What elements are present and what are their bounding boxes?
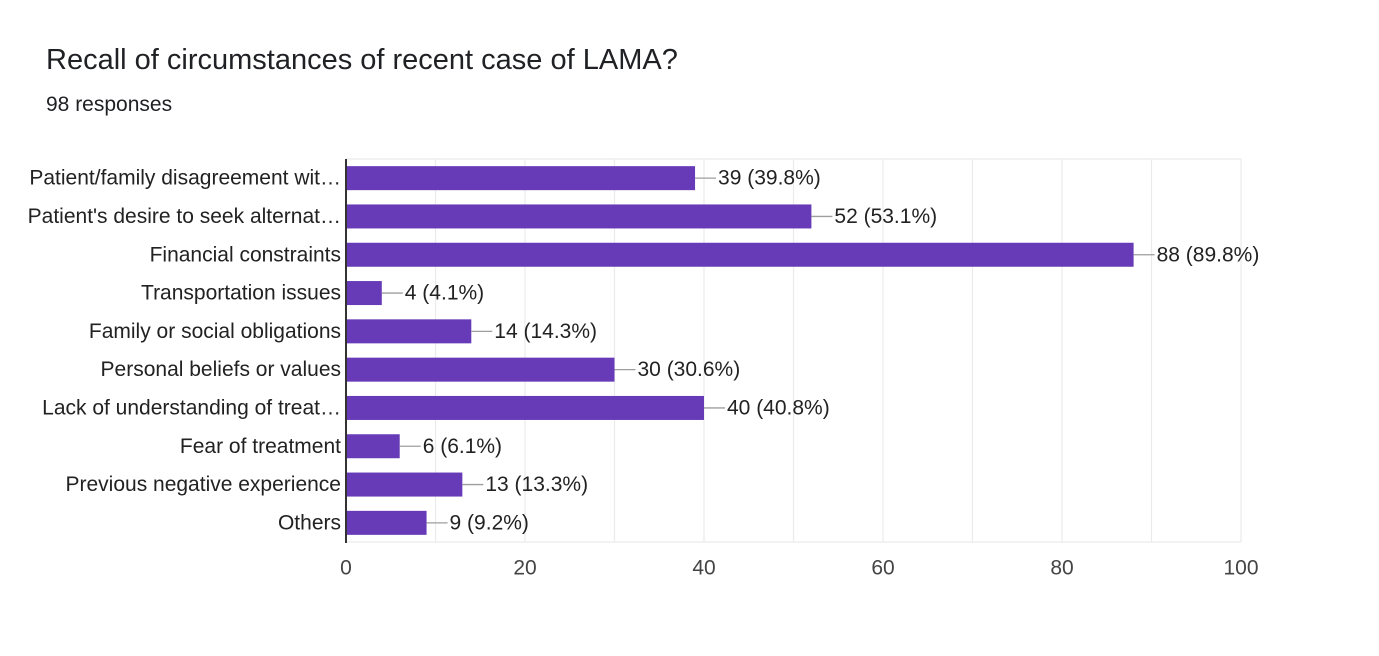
data-label: 9 (9.2%) bbox=[450, 511, 529, 534]
bar bbox=[346, 204, 812, 229]
data-label: 4 (4.1%) bbox=[405, 282, 484, 305]
data-label: 88 (89.8%) bbox=[1157, 243, 1260, 266]
data-label: 14 (14.3%) bbox=[494, 320, 597, 343]
bars bbox=[346, 166, 1134, 535]
category-label: Financial constraints bbox=[150, 243, 341, 266]
bar bbox=[346, 472, 463, 497]
data-label: 30 (30.6%) bbox=[638, 358, 741, 381]
data-label: 40 (40.8%) bbox=[727, 396, 830, 419]
bar bbox=[346, 357, 615, 382]
x-tick-label: 40 bbox=[692, 557, 715, 580]
category-label: Lack of understanding of treat… bbox=[42, 396, 341, 419]
bar bbox=[346, 434, 400, 459]
x-tick-label: 60 bbox=[871, 557, 894, 580]
x-tick-label: 0 bbox=[340, 557, 352, 580]
category-label: Others bbox=[278, 511, 341, 534]
category-label: Transportation issues bbox=[141, 282, 341, 305]
chart-title: Recall of circumstances of recent case o… bbox=[46, 44, 678, 76]
category-label: Patient's desire to seek alternat… bbox=[28, 205, 341, 228]
category-label: Patient/family disagreement wit… bbox=[29, 167, 341, 190]
data-label: 6 (6.1%) bbox=[423, 435, 502, 458]
data-label: 13 (13.3%) bbox=[485, 473, 588, 496]
category-label: Family or social obligations bbox=[89, 320, 341, 343]
bar bbox=[346, 510, 427, 535]
category-label: Personal beliefs or values bbox=[101, 358, 341, 381]
x-tick-label: 100 bbox=[1223, 557, 1258, 580]
data-label: 39 (39.8%) bbox=[718, 167, 821, 190]
x-tick-label: 80 bbox=[1050, 557, 1073, 580]
axes: 0 20 40 60 80 100 bbox=[340, 159, 1259, 580]
bar bbox=[346, 281, 382, 306]
bar bbox=[346, 319, 472, 344]
category-label: Fear of treatment bbox=[180, 435, 341, 458]
response-count: 98 responses bbox=[46, 93, 173, 116]
bar bbox=[346, 395, 704, 420]
category-label: Previous negative experience bbox=[65, 473, 341, 496]
bar bbox=[346, 242, 1134, 267]
x-tick-label: 20 bbox=[513, 557, 536, 580]
labels: 39 (39.8%) Patient/family disagreement wi… bbox=[28, 167, 1260, 535]
bar bbox=[346, 166, 696, 191]
data-label: 52 (53.1%) bbox=[834, 205, 937, 228]
